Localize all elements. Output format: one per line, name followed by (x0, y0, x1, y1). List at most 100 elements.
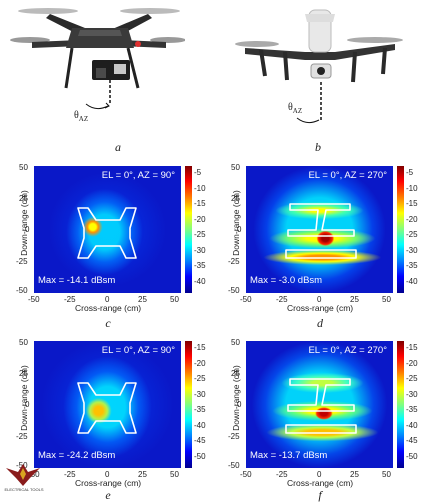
panel-title: EL = 0°, AZ = 270° (308, 345, 387, 356)
drone-outline-overlay (77, 382, 137, 434)
colorbar-tick: -30 (406, 389, 418, 399)
x-tick: -25 (64, 470, 76, 479)
colorbar-tick: -15 (194, 343, 206, 352)
x-axis-label: Cross-range (cm) (287, 303, 354, 313)
colorbar (185, 341, 192, 468)
colorbar-tick: -10 (406, 183, 418, 193)
watermark-logo-text: ELECTRICAL TOOLS (4, 487, 44, 492)
watermark-logo (4, 462, 42, 498)
x-tick: -50 (28, 295, 40, 304)
figure-label-c: c (105, 316, 111, 330)
x-axis-label: Cross-range (cm) (75, 478, 142, 488)
y-tick: 50 (19, 338, 28, 347)
x-tick: 25 (350, 470, 359, 479)
x-tick: 25 (138, 295, 147, 304)
isar-panel-d: Down-range (cm) 50 25 0 -25 -50 EL = 0°,… (212, 160, 423, 335)
y-tick: 50 (231, 163, 240, 172)
x-tick: 50 (170, 470, 179, 479)
y-tick: 0 (237, 225, 242, 234)
colorbar-tick: -20 (194, 214, 206, 224)
isar-panel-f: Down-range (cm) 50 25 0 -25 -50 EL = 0°,… (212, 335, 423, 502)
colorbar-tick: -25 (406, 374, 418, 383)
x-tick: 0 (105, 295, 110, 304)
x-tick: 0 (317, 470, 322, 479)
colorbar-tick: -45 (194, 436, 206, 445)
x-tick: -25 (64, 295, 76, 304)
colorbar-tick: -40 (194, 276, 206, 286)
colorbar-tick: -20 (406, 358, 418, 368)
y-tick: 50 (19, 163, 28, 172)
x-axis-label: Cross-range (cm) (287, 478, 354, 488)
quadcopter-3dr-illustration (10, 8, 185, 110)
figure-label-f: f (318, 488, 322, 502)
y-tick: 25 (231, 194, 240, 203)
colorbar-tick: -50 (194, 451, 206, 461)
colorbar-tick: -15 (194, 199, 206, 208)
x-tick: 0 (105, 470, 110, 479)
colorbar-tick: -25 (406, 230, 418, 239)
heatmap-plot (34, 341, 181, 468)
y-tick: 0 (25, 225, 30, 234)
colorbar-tick: -35 (194, 261, 206, 270)
y-tick: -50 (228, 461, 240, 470)
x-tick: 0 (317, 295, 322, 304)
figure-label-d: d (317, 316, 323, 330)
x-tick: 25 (138, 470, 147, 479)
colorbar-tick: -35 (406, 261, 418, 270)
x-tick: -50 (240, 295, 252, 304)
colorbar-tick: -40 (194, 420, 206, 430)
colorbar-tick: -30 (406, 245, 418, 255)
colorbar (397, 341, 404, 468)
isar-panel-e: Down-range (cm) 50 25 0 -25 -50 EL = 0°,… (0, 335, 210, 502)
x-tick: -50 (240, 470, 252, 479)
panel-title: EL = 0°, AZ = 90° (101, 170, 175, 181)
figure-label-a: a (115, 140, 121, 154)
x-tick: 50 (170, 295, 179, 304)
x-axis-label: Cross-range (cm) (75, 303, 142, 313)
colorbar-tick: -30 (194, 245, 206, 255)
drone-outline-overlay (77, 207, 137, 259)
eagle-logo-icon (6, 464, 40, 486)
y-tick: 25 (19, 194, 28, 203)
quadcopter-inspire-illustration (235, 9, 403, 124)
figure-label-e: e (105, 488, 111, 502)
heatmap-plot (246, 166, 393, 293)
y-tick: -25 (16, 257, 28, 266)
y-tick: -50 (16, 286, 28, 295)
y-tick: -25 (228, 257, 240, 266)
colorbar-tick: -20 (194, 358, 206, 368)
colorbar-tick: -30 (194, 389, 206, 399)
colorbar (397, 166, 404, 293)
x-tick: -25 (276, 295, 288, 304)
max-rcs-label: Max = -3.0 dBsm (250, 275, 323, 286)
y-tick: 0 (25, 400, 30, 409)
x-tick: -50 (28, 470, 40, 479)
max-rcs-label: Max = -24.2 dBsm (38, 450, 116, 461)
heatmap-plot (34, 166, 181, 293)
colorbar-tick: -20 (406, 214, 418, 224)
colorbar-tick: -10 (194, 183, 206, 193)
colorbar-tick: -15 (406, 199, 418, 208)
y-tick: 50 (231, 338, 240, 347)
max-rcs-label: Max = -13.7 dBsm (250, 450, 328, 461)
y-tick: 25 (231, 369, 240, 378)
isar-panel-c: Down-range (cm) 50 25 0 -25 -50 EL = 0°,… (0, 160, 210, 335)
colorbar-tick: -5 (406, 168, 414, 177)
theta-az-label-b: θAZ (288, 102, 303, 115)
drone-photo-a (10, 0, 185, 110)
colorbar-tick: -40 (406, 420, 418, 430)
figure-label-b: b (315, 140, 321, 154)
y-tick: -50 (16, 461, 28, 470)
panel-title: EL = 0°, AZ = 270° (308, 170, 387, 181)
drone-outline-overlay (285, 203, 357, 259)
heatmap-plot (246, 341, 393, 468)
x-tick: 25 (350, 295, 359, 304)
colorbar (185, 166, 192, 293)
theta-az-label-a: θAZ (74, 110, 89, 123)
colorbar-tick: -25 (194, 374, 206, 383)
drone-photo-b (225, 0, 415, 125)
x-tick: 50 (382, 470, 391, 479)
drone-outline-overlay (285, 378, 357, 434)
y-tick: -25 (16, 432, 28, 441)
y-tick: -50 (228, 286, 240, 295)
